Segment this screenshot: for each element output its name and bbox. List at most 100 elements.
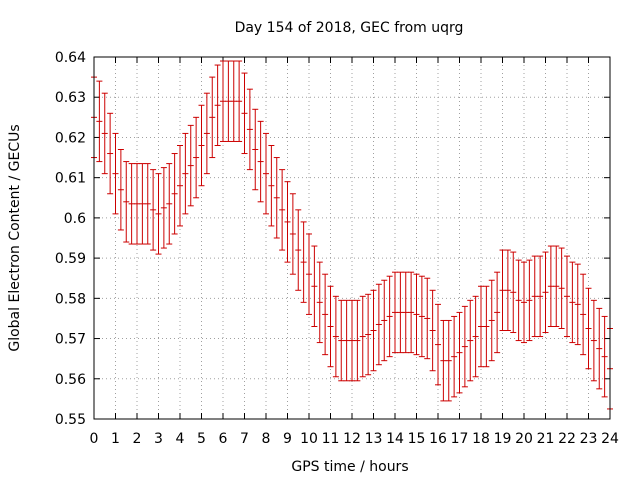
data-point <box>499 249 506 332</box>
data-point <box>365 293 372 376</box>
data-point <box>257 120 264 203</box>
data-point <box>198 104 205 187</box>
data-point <box>203 92 210 175</box>
x-tick-label: 7 <box>240 431 249 447</box>
chart-title: Day 154 of 2018, GEC from uqrg <box>235 20 464 36</box>
data-point <box>300 221 307 303</box>
data-point <box>510 251 517 334</box>
x-tick-label: 8 <box>262 431 271 447</box>
x-tick-label: 5 <box>197 431 206 447</box>
data-point <box>160 167 167 249</box>
data-point <box>252 108 259 191</box>
data-point <box>236 60 243 142</box>
data-point <box>526 259 533 342</box>
data-point <box>193 116 200 199</box>
data-point <box>413 273 420 356</box>
data-point <box>397 271 404 354</box>
data-point <box>574 263 581 346</box>
data-point <box>478 285 484 368</box>
data-point <box>112 132 119 215</box>
data-point <box>209 76 216 159</box>
y-tick-label: 0.63 <box>55 90 86 106</box>
data-point <box>585 287 592 370</box>
data-point <box>225 60 232 142</box>
y-tick-label: 0.61 <box>55 171 86 187</box>
data-point <box>424 277 431 360</box>
data-point <box>386 275 393 358</box>
y-axis-label: Global Electron Content / GECUs <box>7 124 23 351</box>
data-point <box>553 245 560 327</box>
data-point <box>392 271 398 354</box>
data-point <box>295 209 302 291</box>
data-point <box>279 169 286 251</box>
data-point <box>558 247 565 329</box>
data-point <box>435 303 441 386</box>
x-tick-label: 6 <box>219 431 228 447</box>
data-point <box>117 149 124 231</box>
data-point <box>440 319 447 402</box>
data-point <box>155 173 162 255</box>
y-tick-label: 0.56 <box>55 372 86 388</box>
data-point <box>306 233 312 315</box>
data-point <box>472 295 479 378</box>
data-point <box>150 169 157 251</box>
data-point <box>311 245 318 327</box>
data-point <box>241 72 248 155</box>
data-point <box>542 251 549 334</box>
data-point <box>537 255 544 338</box>
x-tick-label: 17 <box>451 431 469 447</box>
data-point <box>268 144 275 227</box>
data-point <box>504 249 511 332</box>
data-point <box>230 60 237 142</box>
data-point <box>338 299 345 382</box>
data-point <box>349 299 355 382</box>
data-point <box>166 163 173 245</box>
y-tick-label: 0.58 <box>55 291 86 307</box>
data-point <box>515 259 522 342</box>
data-point <box>354 299 361 382</box>
data-point <box>445 319 452 402</box>
data-point <box>547 245 554 327</box>
plot-border <box>93 56 611 420</box>
data-point <box>467 299 474 382</box>
data-point <box>418 275 425 358</box>
y-tick-label: 0.6 <box>64 211 86 227</box>
data-point <box>144 163 151 245</box>
data-point <box>359 295 366 378</box>
data-point <box>494 271 501 354</box>
data-point <box>461 305 468 388</box>
data-point <box>214 64 221 146</box>
x-tick-label: 4 <box>176 431 185 447</box>
data-point <box>569 261 576 344</box>
y-tick-label: 0.64 <box>55 50 86 66</box>
data-point <box>381 279 388 362</box>
data-point <box>488 279 495 362</box>
axis-ticks: 0.55 0.56 0.57 0.58 0.59 0.6 0.61 0.62 0.63 0.64 0… <box>55 50 619 447</box>
data-point <box>408 271 415 354</box>
data-point <box>343 299 350 382</box>
data-point <box>246 88 253 171</box>
x-tick-label: 14 <box>386 431 404 447</box>
x-axis-label: GPS time / hours <box>291 459 408 475</box>
data-point <box>182 132 189 215</box>
data-point <box>273 157 280 239</box>
data-point <box>322 273 329 356</box>
data-point <box>483 285 490 368</box>
x-tick-label: 11 <box>322 431 340 447</box>
data-point <box>375 283 382 366</box>
data-point <box>96 80 103 163</box>
x-tick-label: 3 <box>154 431 163 447</box>
data-point <box>402 271 409 354</box>
data-point <box>596 307 603 390</box>
data-point <box>370 289 377 372</box>
x-tick-label: 12 <box>343 431 361 447</box>
x-tick-label: 2 <box>133 431 142 447</box>
data-point <box>521 261 527 344</box>
data-point <box>601 315 608 398</box>
x-tick-label: 19 <box>494 431 512 447</box>
grid-lines <box>94 57 610 419</box>
x-tick-label: 0 <box>90 431 99 447</box>
data-point <box>134 163 140 245</box>
x-tick-label: 15 <box>408 431 426 447</box>
